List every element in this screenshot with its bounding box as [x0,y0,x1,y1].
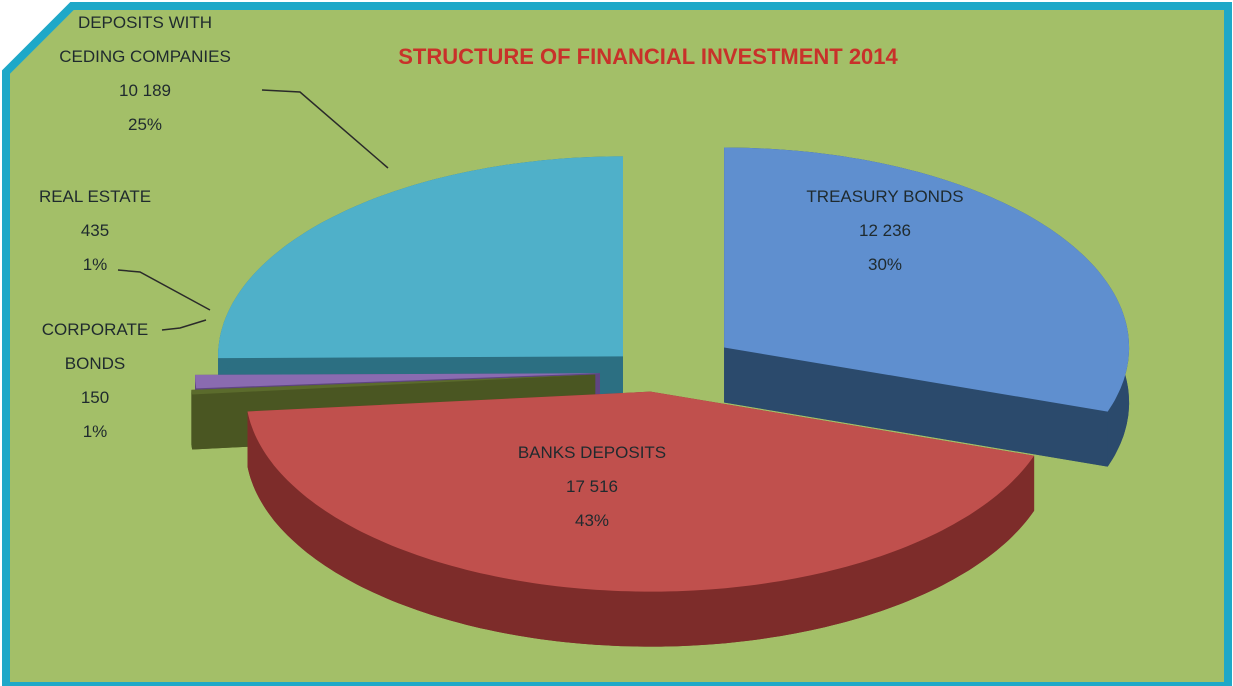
value-label: 150 [80,388,110,407]
value-label: 17 516 [566,477,618,496]
percent-label: 43% [574,511,610,530]
data-label: CORPORATE BONDS 150 1% [30,313,160,449]
category-label: REAL ESTATE [38,187,152,206]
data-label: BANKS DEPOSITS 17 516 43% [482,436,702,538]
pie [191,147,1130,647]
category-label: BANKS DEPOSITS [517,443,667,462]
slice [247,391,1035,592]
percent-label: 30% [867,255,903,274]
chart-title: STRUCTURE OF FINANCIAL INVESTMENT 2014 [398,44,898,69]
value-label: 10 189 [119,81,171,100]
percent-label: 25% [127,115,163,134]
slice [724,147,1130,467]
percent-label: 1% [82,255,108,274]
slice [191,374,596,395]
leader-line [161,319,207,331]
percent-label: 1% [82,422,108,441]
value-label: 435 [80,221,110,240]
leader-line [117,269,211,311]
slice-side [191,389,193,450]
data-label: DEPOSITS WITH CEDING COMPANIES 10 189 25% [55,6,235,142]
slice-side [724,347,1108,467]
value-label: 12 236 [859,221,911,240]
data-label: REAL ESTATE 435 1% [20,180,170,282]
category-label: CORPORATE BONDS [41,320,149,373]
data-label: TREASURY BONDS 12 236 30% [785,180,985,282]
slice [724,147,1130,412]
leader-line [261,89,389,169]
slice [247,391,1035,647]
slice [218,156,623,359]
category-label: TREASURY BONDS [806,187,964,206]
category-label: DEPOSITS WITH CEDING COMPANIES [59,13,231,66]
slice [195,373,600,389]
slice-side [247,411,1035,647]
